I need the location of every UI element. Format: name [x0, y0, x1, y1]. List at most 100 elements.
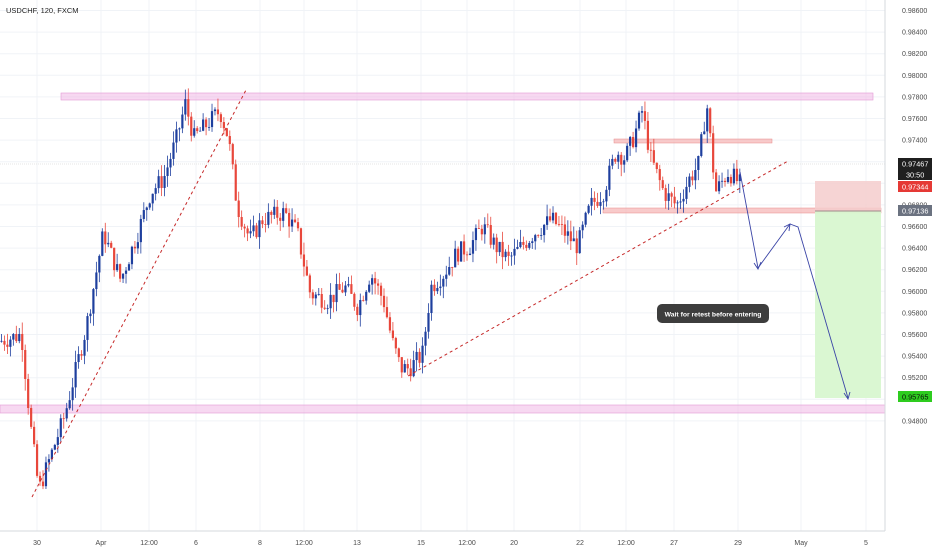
candle-body [160, 176, 163, 188]
candle-body [184, 99, 187, 115]
annotation-callout[interactable]: Wait for retest before entering [657, 304, 769, 323]
candle-body [489, 225, 492, 245]
candle-body [557, 223, 561, 225]
position-tool[interactable] [815, 181, 881, 398]
candle-body [127, 264, 131, 271]
candle-body [623, 160, 626, 165]
candle-body [308, 275, 311, 293]
candle-body [9, 339, 12, 347]
candle-body [56, 437, 59, 445]
candle-body [175, 129, 178, 143]
candle-body [629, 136, 632, 146]
candle-body [47, 459, 51, 463]
time-tick-label: 5 [864, 540, 868, 547]
candle-body [80, 354, 83, 356]
candle-body [590, 197, 593, 206]
candle-body [288, 212, 291, 227]
trendline-left [31, 89, 247, 498]
candle-body [726, 176, 730, 183]
candle-body [62, 418, 65, 420]
candle-body [95, 272, 98, 290]
time-tick-label: 15 [417, 540, 425, 547]
candle-body [525, 244, 528, 248]
candle-body [332, 294, 335, 303]
candle-body [68, 400, 71, 409]
price-tick-label: 0.96200 [902, 267, 927, 274]
local-resistance-zone [613, 138, 773, 144]
candle-body [124, 270, 128, 274]
candle-body [385, 307, 389, 318]
bottom-support-zone [0, 404, 886, 414]
candle-body [676, 202, 679, 204]
candle-body [270, 211, 273, 215]
time-tick-label: 29 [734, 540, 742, 547]
candle-body [38, 475, 42, 482]
price-tick-label: 0.95600 [902, 332, 927, 339]
candle-body [279, 217, 282, 221]
countdown-tag-bg [898, 169, 932, 180]
candle-body [30, 407, 33, 427]
candle-body [187, 99, 190, 117]
candle-body [560, 224, 564, 225]
candle-body [276, 206, 279, 218]
candle-body [21, 333, 24, 350]
candle-body [169, 158, 172, 168]
candle-body [130, 246, 134, 265]
candle-body [409, 368, 412, 377]
candle-body [240, 217, 243, 227]
candle-body [53, 444, 56, 450]
axis-price-tags: 0.97467 30:50 0.97344 0.97136 0.95765 [898, 158, 932, 402]
candle-body [697, 155, 700, 170]
candle-body [569, 231, 572, 242]
candle-body [255, 225, 258, 238]
candle-body [368, 284, 371, 292]
time-axis[interactable]: 30 Apr 12:00 6 8 12:00 13 15 12:00 20 22 12:00 27 29 M… [0, 530, 885, 547]
price-tick-label: 0.94800 [902, 418, 927, 425]
time-tick-label: 6 [194, 540, 198, 547]
candle-body [406, 364, 409, 369]
candle-body [33, 426, 36, 445]
candle-body [83, 339, 86, 356]
arrowhead-target-icon [843, 391, 851, 401]
candle-body [694, 169, 697, 181]
candle-body [670, 193, 673, 197]
candle-body [104, 231, 107, 245]
candle-body [285, 208, 288, 213]
candle-body [649, 149, 652, 151]
candle-body [290, 219, 294, 227]
candle-body [605, 189, 608, 202]
candle-body [637, 112, 641, 129]
candle-body [468, 253, 472, 255]
candle-body [652, 150, 655, 163]
candle-body [77, 354, 80, 363]
stop-price-tag-bg [898, 181, 932, 192]
candle-body [353, 293, 356, 307]
time-tick-label: 12:00 [617, 540, 635, 547]
candle-body [3, 340, 6, 345]
candle-body [729, 176, 733, 184]
price-axis[interactable]: 0.98600 0.98400 0.98200 0.98000 0.97800 0.976… [884, 0, 927, 531]
candle-body [462, 241, 466, 255]
candle-body [326, 308, 329, 310]
candle-body [655, 162, 658, 170]
candle-body [329, 294, 332, 309]
price-tick-label: 0.98200 [902, 51, 927, 58]
candle-body [735, 168, 738, 182]
candles [0, 88, 741, 490]
candle-body [136, 242, 139, 249]
candle-body [116, 264, 119, 271]
candle-body [163, 176, 166, 188]
candle-body [71, 387, 74, 401]
candle-body [738, 174, 741, 182]
candle-body [593, 197, 596, 202]
candle-body [365, 291, 368, 301]
candle-body [388, 317, 392, 331]
candle-body [193, 128, 196, 136]
candle-body [228, 136, 231, 145]
candle-body [222, 122, 225, 129]
arrowhead-down-icon [753, 261, 762, 270]
candle-body [50, 449, 53, 460]
candle-body [252, 225, 255, 232]
grid-lines [0, 0, 885, 531]
